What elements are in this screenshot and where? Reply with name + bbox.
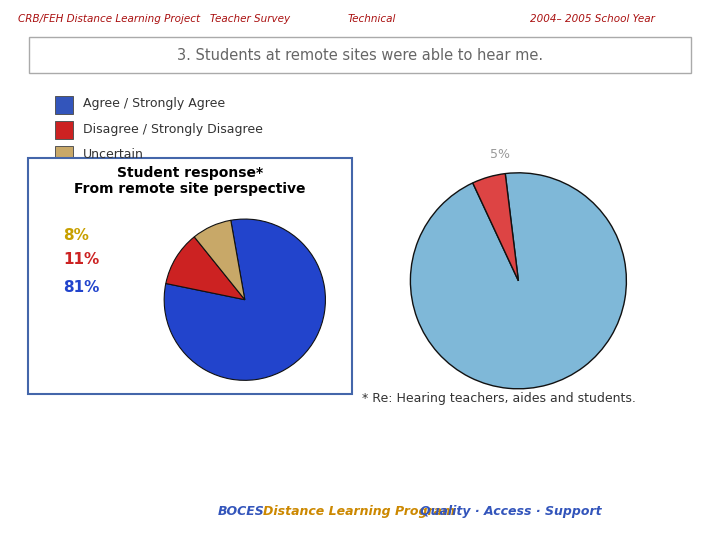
FancyBboxPatch shape bbox=[28, 158, 352, 394]
Wedge shape bbox=[410, 173, 626, 389]
Text: 8%: 8% bbox=[63, 227, 89, 242]
Bar bbox=[55, 146, 73, 164]
Text: 95%: 95% bbox=[526, 359, 554, 372]
Bar bbox=[55, 96, 73, 114]
Text: Student response*: Student response* bbox=[117, 166, 263, 180]
Text: Agree / Strongly Agree: Agree / Strongly Agree bbox=[83, 98, 225, 111]
Text: Disagree / Strongly Disagree: Disagree / Strongly Disagree bbox=[83, 123, 263, 136]
Text: From remote site perspective: From remote site perspective bbox=[74, 182, 306, 196]
Text: CRB/FEH Distance Learning Project   Teacher Survey: CRB/FEH Distance Learning Project Teache… bbox=[18, 14, 290, 24]
Bar bbox=[55, 121, 73, 139]
Text: Quality · Access · Support: Quality · Access · Support bbox=[420, 505, 602, 518]
Text: BOCES: BOCES bbox=[218, 505, 265, 518]
Wedge shape bbox=[166, 237, 245, 300]
Text: * Re: Hearing teachers, aides and students.: * Re: Hearing teachers, aides and studen… bbox=[362, 392, 636, 405]
Wedge shape bbox=[194, 220, 245, 300]
Wedge shape bbox=[164, 219, 325, 380]
Text: Uncertain: Uncertain bbox=[83, 147, 144, 160]
Text: 5%: 5% bbox=[490, 148, 510, 161]
FancyBboxPatch shape bbox=[29, 37, 691, 73]
Text: 2004– 2005 School Year: 2004– 2005 School Year bbox=[530, 14, 655, 24]
Text: Distance Learning Program: Distance Learning Program bbox=[263, 505, 455, 518]
Text: 81%: 81% bbox=[63, 280, 99, 295]
Wedge shape bbox=[473, 173, 518, 281]
Text: Technical: Technical bbox=[348, 14, 397, 24]
Text: 3. Students at remote sites were able to hear me.: 3. Students at remote sites were able to… bbox=[177, 48, 543, 63]
Text: 11%: 11% bbox=[63, 253, 99, 267]
